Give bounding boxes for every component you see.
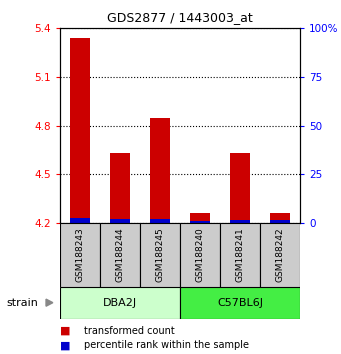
Polygon shape: [46, 299, 53, 306]
Bar: [190, 221, 210, 223]
Bar: [140, 223, 180, 287]
Bar: [60, 287, 180, 319]
Text: GSM188243: GSM188243: [75, 228, 84, 282]
Text: GSM188245: GSM188245: [155, 228, 164, 282]
Bar: [230, 220, 250, 223]
Text: strain: strain: [7, 298, 39, 308]
Bar: [150, 219, 170, 223]
Bar: [70, 218, 90, 223]
Text: ■: ■: [60, 326, 70, 336]
Bar: [70, 38, 90, 223]
Bar: [220, 223, 260, 287]
Text: GSM188242: GSM188242: [276, 228, 284, 282]
Bar: [190, 213, 210, 223]
Bar: [270, 220, 290, 223]
Text: GSM188244: GSM188244: [115, 228, 124, 282]
Bar: [260, 223, 300, 287]
Bar: [110, 153, 130, 223]
Text: C57BL6J: C57BL6J: [217, 298, 263, 308]
Text: GSM188240: GSM188240: [195, 228, 204, 282]
Text: DBA2J: DBA2J: [103, 298, 137, 308]
Bar: [230, 153, 250, 223]
Bar: [60, 223, 100, 287]
Bar: [270, 213, 290, 223]
Bar: [180, 287, 300, 319]
Text: percentile rank within the sample: percentile rank within the sample: [84, 340, 249, 350]
Bar: [180, 223, 220, 287]
Bar: [110, 219, 130, 223]
Text: transformed count: transformed count: [84, 326, 174, 336]
Title: GDS2877 / 1443003_at: GDS2877 / 1443003_at: [107, 11, 253, 24]
Bar: [150, 118, 170, 223]
Text: ■: ■: [60, 340, 70, 350]
Text: GSM188241: GSM188241: [236, 228, 244, 282]
Bar: [100, 223, 140, 287]
